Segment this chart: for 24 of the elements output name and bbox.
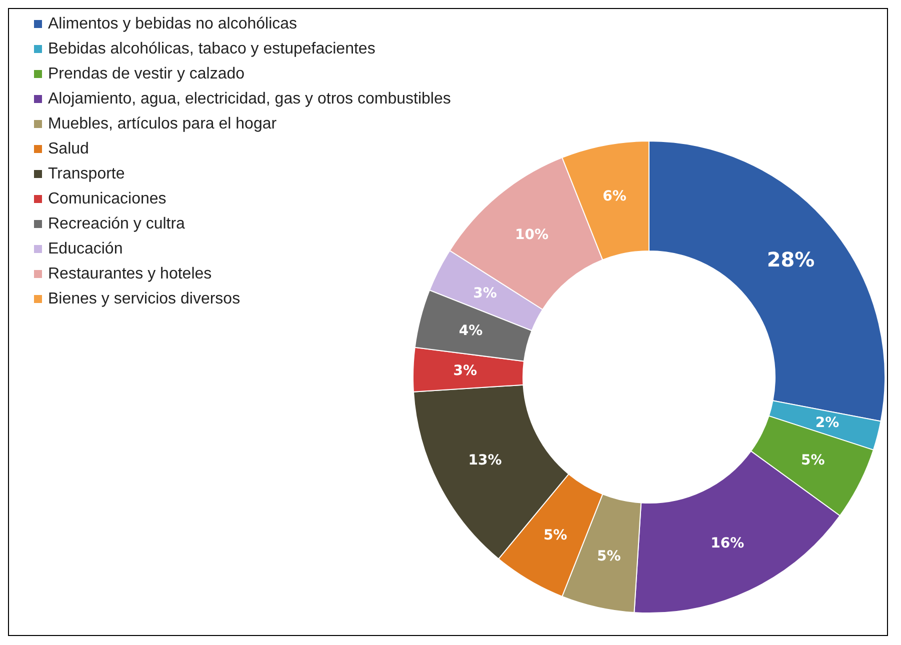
data-label: 16%	[710, 535, 744, 552]
data-label: 5%	[543, 527, 568, 544]
data-label: 3%	[453, 363, 477, 380]
legend-label: Comunicaciones	[48, 190, 166, 208]
legend-label: Salud	[48, 140, 89, 158]
data-label: 2%	[815, 414, 840, 431]
legend-label: Recreación y cultra	[48, 216, 186, 232]
data-label: 13%	[468, 452, 502, 469]
data-label: 10%	[514, 227, 548, 244]
legend-label: Muebles, artículos para el hogar	[48, 116, 278, 132]
legend-label: Transporte	[48, 166, 125, 182]
data-label: 6%	[602, 188, 626, 204]
data-label: 28%	[766, 248, 815, 272]
legend-label: Bienes y servicios diversos	[48, 290, 240, 308]
legend-label: Bebidas alcohólicas, tabaco y estupefacientes	[48, 40, 376, 58]
legend-label: Alimentos y bebidas no alcohólicas	[48, 16, 298, 32]
legend-label: Restaurantes y hoteles	[48, 266, 212, 282]
legend-label: Alojamiento, agua, electricidad, gas y otros combustibles	[48, 90, 451, 108]
legend-label: Prendas de vestir y calzado	[48, 66, 245, 82]
data-label: 5%	[596, 548, 621, 565]
data-label: 3%	[473, 285, 497, 302]
data-label: 5%	[801, 452, 825, 469]
data-label: 4%	[458, 323, 483, 340]
legend-label: Educación	[48, 240, 123, 258]
